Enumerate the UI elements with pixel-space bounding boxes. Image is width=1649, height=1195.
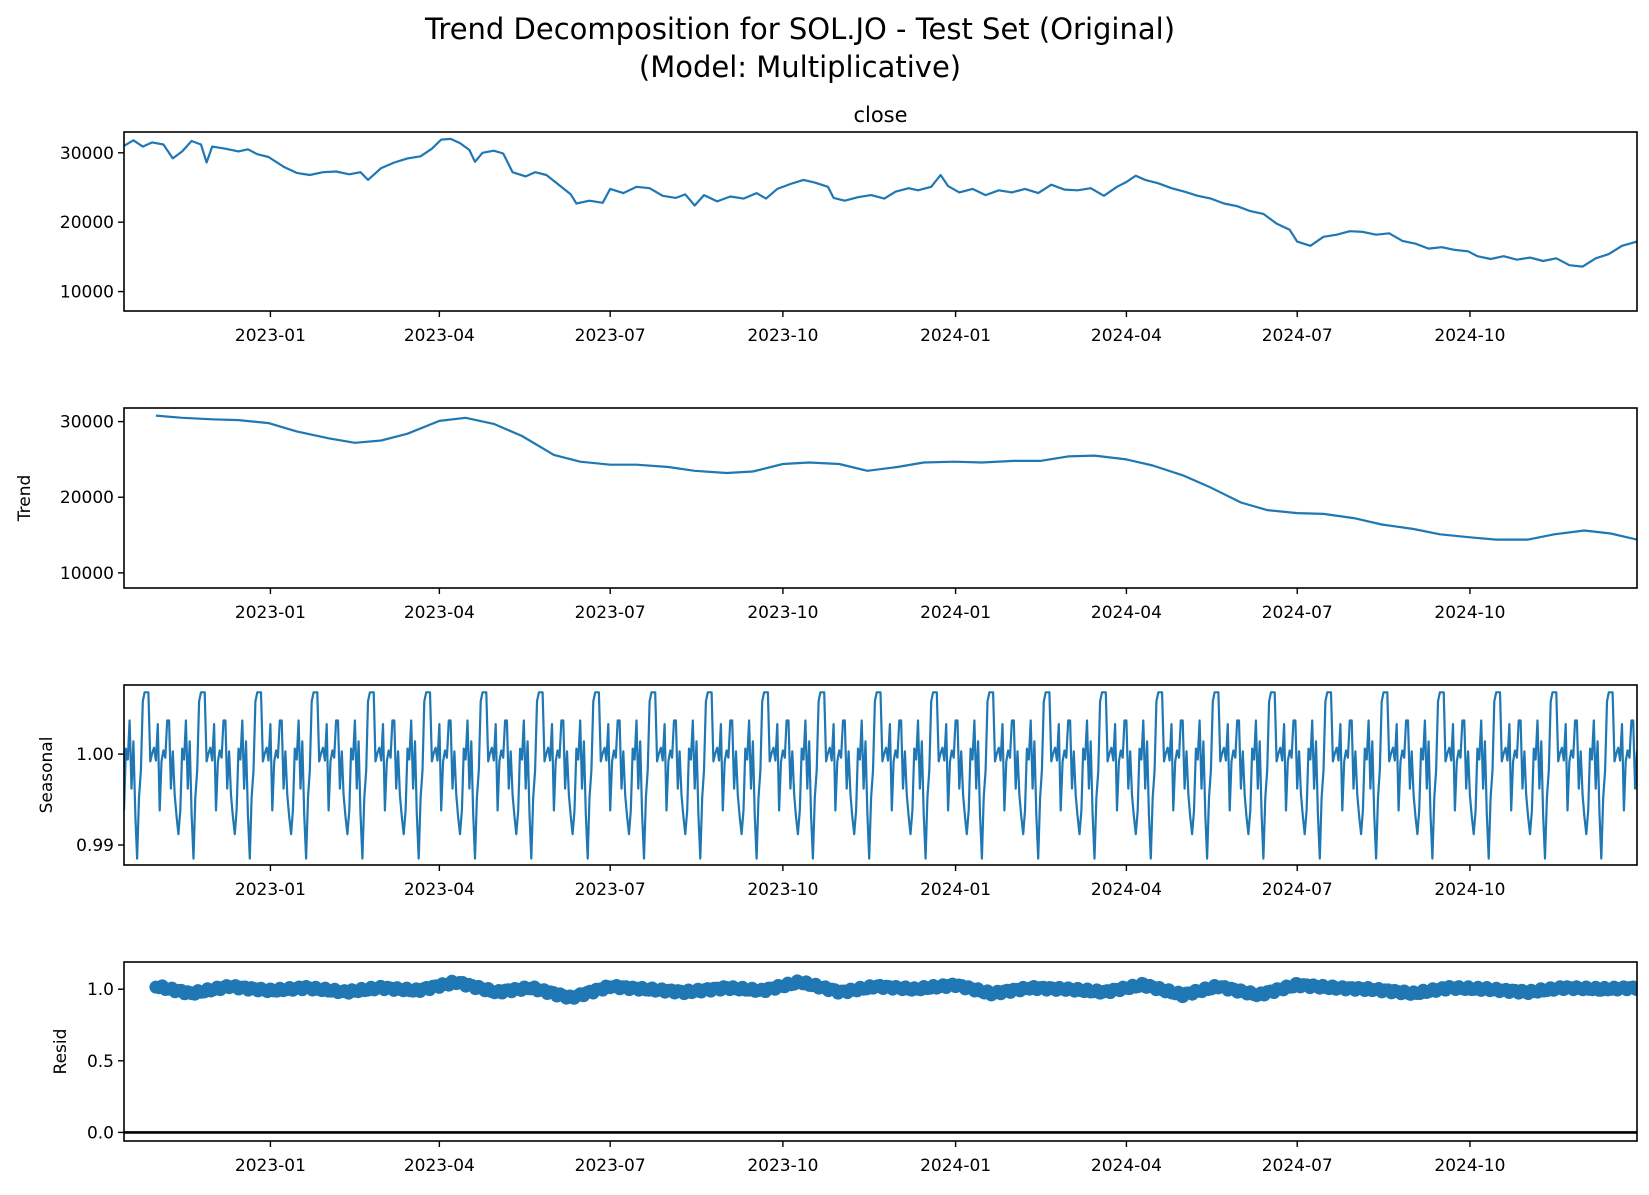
plot-area	[124, 974, 1637, 1134]
x-tick-label: 2024-07	[1262, 326, 1333, 346]
y-tick-label: 30000	[60, 413, 114, 433]
y-tick-label: 10000	[60, 564, 114, 584]
axes-frame	[123, 407, 1638, 589]
subplot-panels: close 10000 20000 30000 2023-01 2023-04 2023-0…	[15, 103, 1638, 1176]
x-tick-label: 2023-04	[404, 880, 475, 900]
y-tick-label: 0.0	[87, 1123, 114, 1143]
x-tick-label: 2023-07	[575, 1156, 646, 1176]
axes-frame	[123, 684, 1638, 866]
subplot-4: Resid 0.0 0.5 1.0 2023-01 2023-04 2023-07 2023-…	[51, 961, 1638, 1176]
subplot-1: close 10000 20000 30000 2023-01 2023-04 2023-0…	[60, 103, 1638, 346]
x-tick-label: 2023-10	[747, 1156, 818, 1176]
y-tick-label: 1.00	[76, 745, 114, 765]
axes-frame	[123, 131, 1638, 312]
x-tick-label: 2023-01	[235, 1156, 306, 1176]
x-tick-label: 2024-10	[1434, 603, 1505, 623]
x-tick-label: 2024-07	[1262, 1156, 1333, 1176]
x-tick-label: 2024-04	[1091, 326, 1162, 346]
x-tick-label: 2024-01	[920, 603, 991, 623]
axes-frame	[123, 961, 1638, 1142]
x-tick-label: 2024-10	[1434, 880, 1505, 900]
x-tick-label: 2024-04	[1091, 603, 1162, 623]
plot-area	[124, 691, 1637, 860]
x-tick-label: 2024-04	[1091, 880, 1162, 900]
subplot-3: Seasonal 0.99 1.00 2023-01 2023-04 2023-07 202…	[37, 684, 1638, 900]
x-tick-label: 2024-04	[1091, 1156, 1162, 1176]
y-tick-label: 20000	[60, 488, 114, 508]
subplot-2: Trend 10000 20000 30000 2023-01 2023-04 2023-0…	[15, 407, 1638, 623]
x-tick-label: 2023-01	[235, 326, 306, 346]
x-tick-label: 2023-04	[404, 603, 475, 623]
x-tick-label: 2023-10	[747, 326, 818, 346]
subplot-title: close	[853, 103, 907, 127]
y-tick-label: 30000	[60, 144, 114, 164]
seasonal-line	[124, 691, 1637, 860]
x-tick-label: 2023-04	[404, 1156, 475, 1176]
x-tick-label: 2024-10	[1434, 326, 1505, 346]
series-line	[124, 137, 1637, 268]
y-tick-label: 0.99	[76, 836, 114, 856]
y-axis-label: Resid	[51, 1029, 71, 1075]
resid-point	[1629, 983, 1637, 996]
x-tick-label: 2024-01	[920, 1156, 991, 1176]
x-tick-label: 2023-01	[235, 603, 306, 623]
x-tick-label: 2023-07	[575, 326, 646, 346]
y-axis-label: Trend	[15, 475, 35, 523]
x-tick-label: 2024-01	[920, 880, 991, 900]
x-tick-label: 2024-07	[1262, 880, 1333, 900]
x-tick-label: 2023-04	[404, 326, 475, 346]
x-tick-label: 2024-10	[1434, 1156, 1505, 1176]
x-tick-label: 2023-07	[575, 603, 646, 623]
y-tick-label: 20000	[60, 213, 114, 233]
x-tick-label: 2023-07	[575, 880, 646, 900]
series-line	[155, 414, 1637, 541]
x-tick-label: 2023-10	[747, 880, 818, 900]
plot-area	[155, 414, 1637, 541]
plot-area	[124, 137, 1637, 268]
y-tick-label: 1.0	[87, 980, 114, 1000]
figure-title-line-1: Trend Decomposition for SOL.JO - Test Se…	[424, 12, 1175, 46]
y-tick-label: 10000	[60, 283, 114, 303]
x-tick-label: 2023-10	[747, 603, 818, 623]
y-tick-label: 0.5	[87, 1052, 114, 1072]
y-axis-label: Seasonal	[37, 737, 57, 814]
figure-title-line-2: (Model: Multiplicative)	[639, 50, 961, 84]
x-tick-label: 2023-01	[235, 880, 306, 900]
x-tick-label: 2024-01	[920, 326, 991, 346]
x-tick-label: 2024-07	[1262, 603, 1333, 623]
